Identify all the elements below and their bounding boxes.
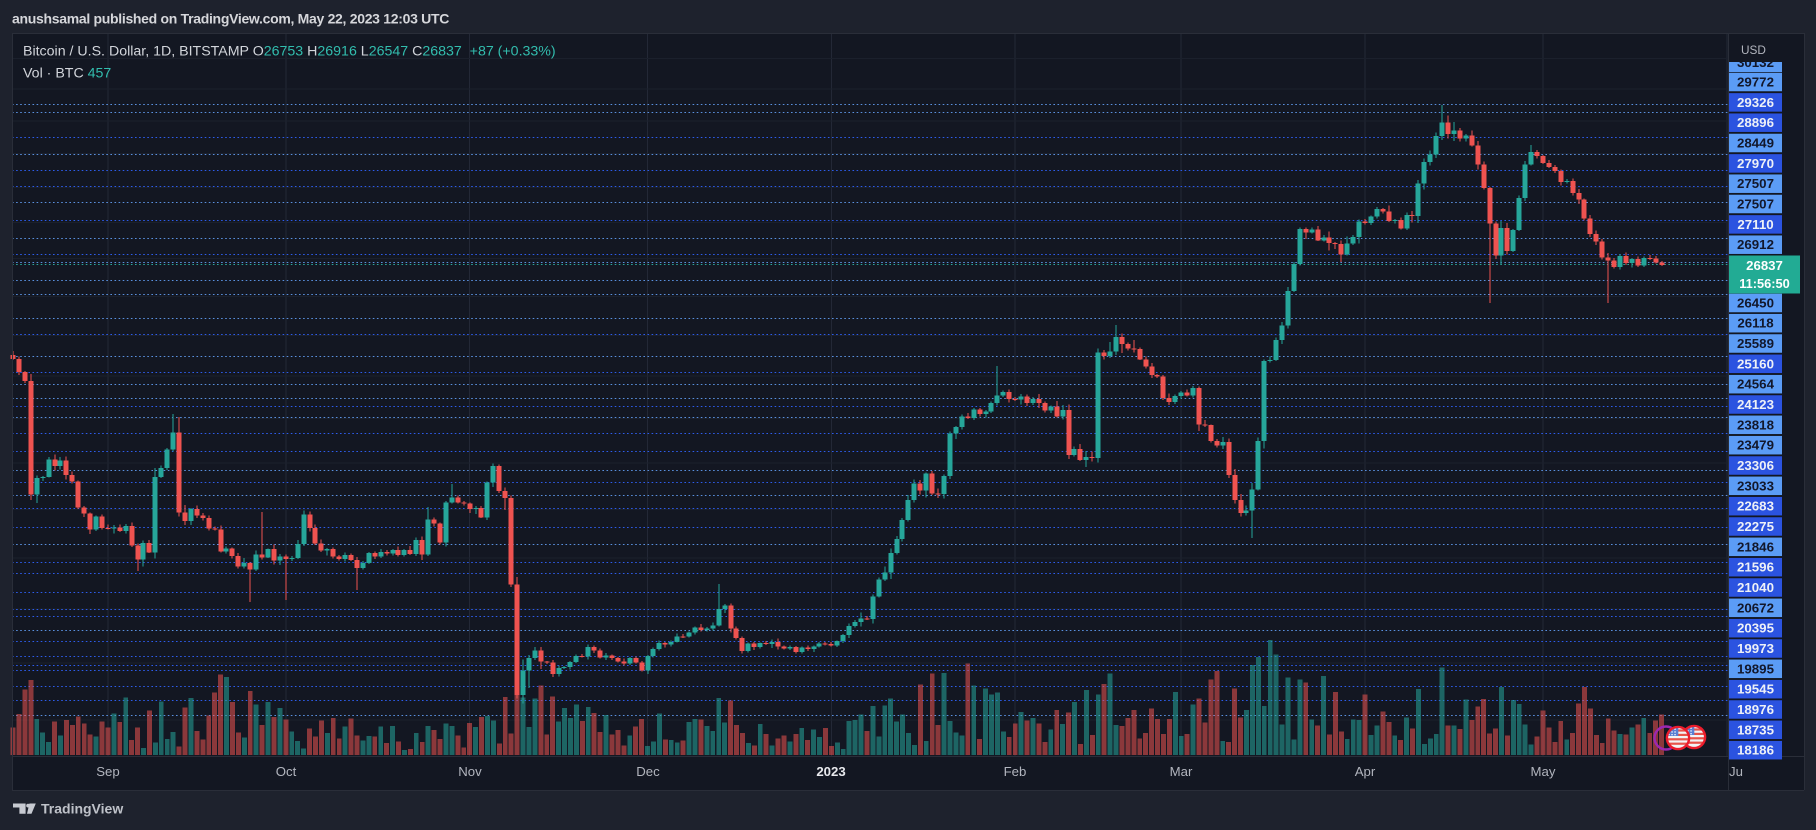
svg-text:Bitcoin / U.S. Dollar, 1D, BIT: Bitcoin / U.S. Dollar, 1D, BITSTAMP O267… <box>23 44 556 60</box>
svg-text:27507: 27507 <box>1737 197 1774 212</box>
svg-text:anushsamal published on Tradin: anushsamal published on TradingView.com,… <box>12 11 449 27</box>
svg-text:23479: 23479 <box>1737 438 1774 453</box>
svg-text:23818: 23818 <box>1737 417 1774 432</box>
svg-text:Feb: Feb <box>1004 764 1027 779</box>
svg-text:21846: 21846 <box>1737 539 1774 554</box>
svg-text:TradingView: TradingView <box>41 801 123 817</box>
svg-text:2023: 2023 <box>816 764 845 779</box>
svg-text:USD: USD <box>1741 43 1766 57</box>
svg-text:23033: 23033 <box>1737 478 1774 493</box>
svg-text:Ju: Ju <box>1729 764 1743 779</box>
svg-text:28896: 28896 <box>1737 115 1774 130</box>
svg-text:24123: 24123 <box>1737 397 1774 412</box>
svg-text:20395: 20395 <box>1737 621 1775 636</box>
svg-text:27507: 27507 <box>1737 176 1774 191</box>
svg-text:29326: 29326 <box>1737 95 1774 110</box>
svg-text:21040: 21040 <box>1737 580 1774 595</box>
svg-text:29772: 29772 <box>1737 75 1774 90</box>
svg-text:Vol · BTC 457: Vol · BTC 457 <box>23 66 111 82</box>
svg-text:28449: 28449 <box>1737 136 1774 151</box>
svg-text:27110: 27110 <box>1737 217 1773 232</box>
svg-text:18735: 18735 <box>1737 722 1775 737</box>
svg-text:26450: 26450 <box>1737 296 1774 311</box>
svg-text:27970: 27970 <box>1737 156 1774 171</box>
svg-text:22275: 22275 <box>1737 519 1775 534</box>
svg-text:Sep: Sep <box>96 764 119 779</box>
svg-text:20672: 20672 <box>1737 600 1774 615</box>
svg-text:18976: 18976 <box>1737 702 1774 717</box>
svg-text:18186: 18186 <box>1737 743 1774 758</box>
svg-text:24564: 24564 <box>1737 377 1775 392</box>
svg-text:25160: 25160 <box>1737 356 1774 371</box>
svg-text:Mar: Mar <box>1170 764 1193 779</box>
svg-text:26118: 26118 <box>1737 316 1773 331</box>
svg-text:26912: 26912 <box>1737 237 1774 252</box>
svg-text:Dec: Dec <box>636 764 660 779</box>
svg-text:26837: 26837 <box>1746 258 1783 273</box>
svg-text:23306: 23306 <box>1737 458 1774 473</box>
svg-text:Nov: Nov <box>458 764 482 779</box>
svg-text:19973: 19973 <box>1737 641 1774 656</box>
svg-text:19545: 19545 <box>1737 682 1775 697</box>
svg-text:11:56:50: 11:56:50 <box>1739 276 1790 291</box>
svg-text:30132: 30132 <box>1737 55 1774 70</box>
svg-text:25589: 25589 <box>1737 336 1774 351</box>
svg-text:May: May <box>1531 764 1556 779</box>
svg-text:21596: 21596 <box>1737 560 1774 575</box>
svg-text:22683: 22683 <box>1737 499 1774 514</box>
svg-text:Apr: Apr <box>1355 764 1376 779</box>
svg-text:19895: 19895 <box>1737 661 1775 676</box>
svg-text:Oct: Oct <box>276 764 297 779</box>
